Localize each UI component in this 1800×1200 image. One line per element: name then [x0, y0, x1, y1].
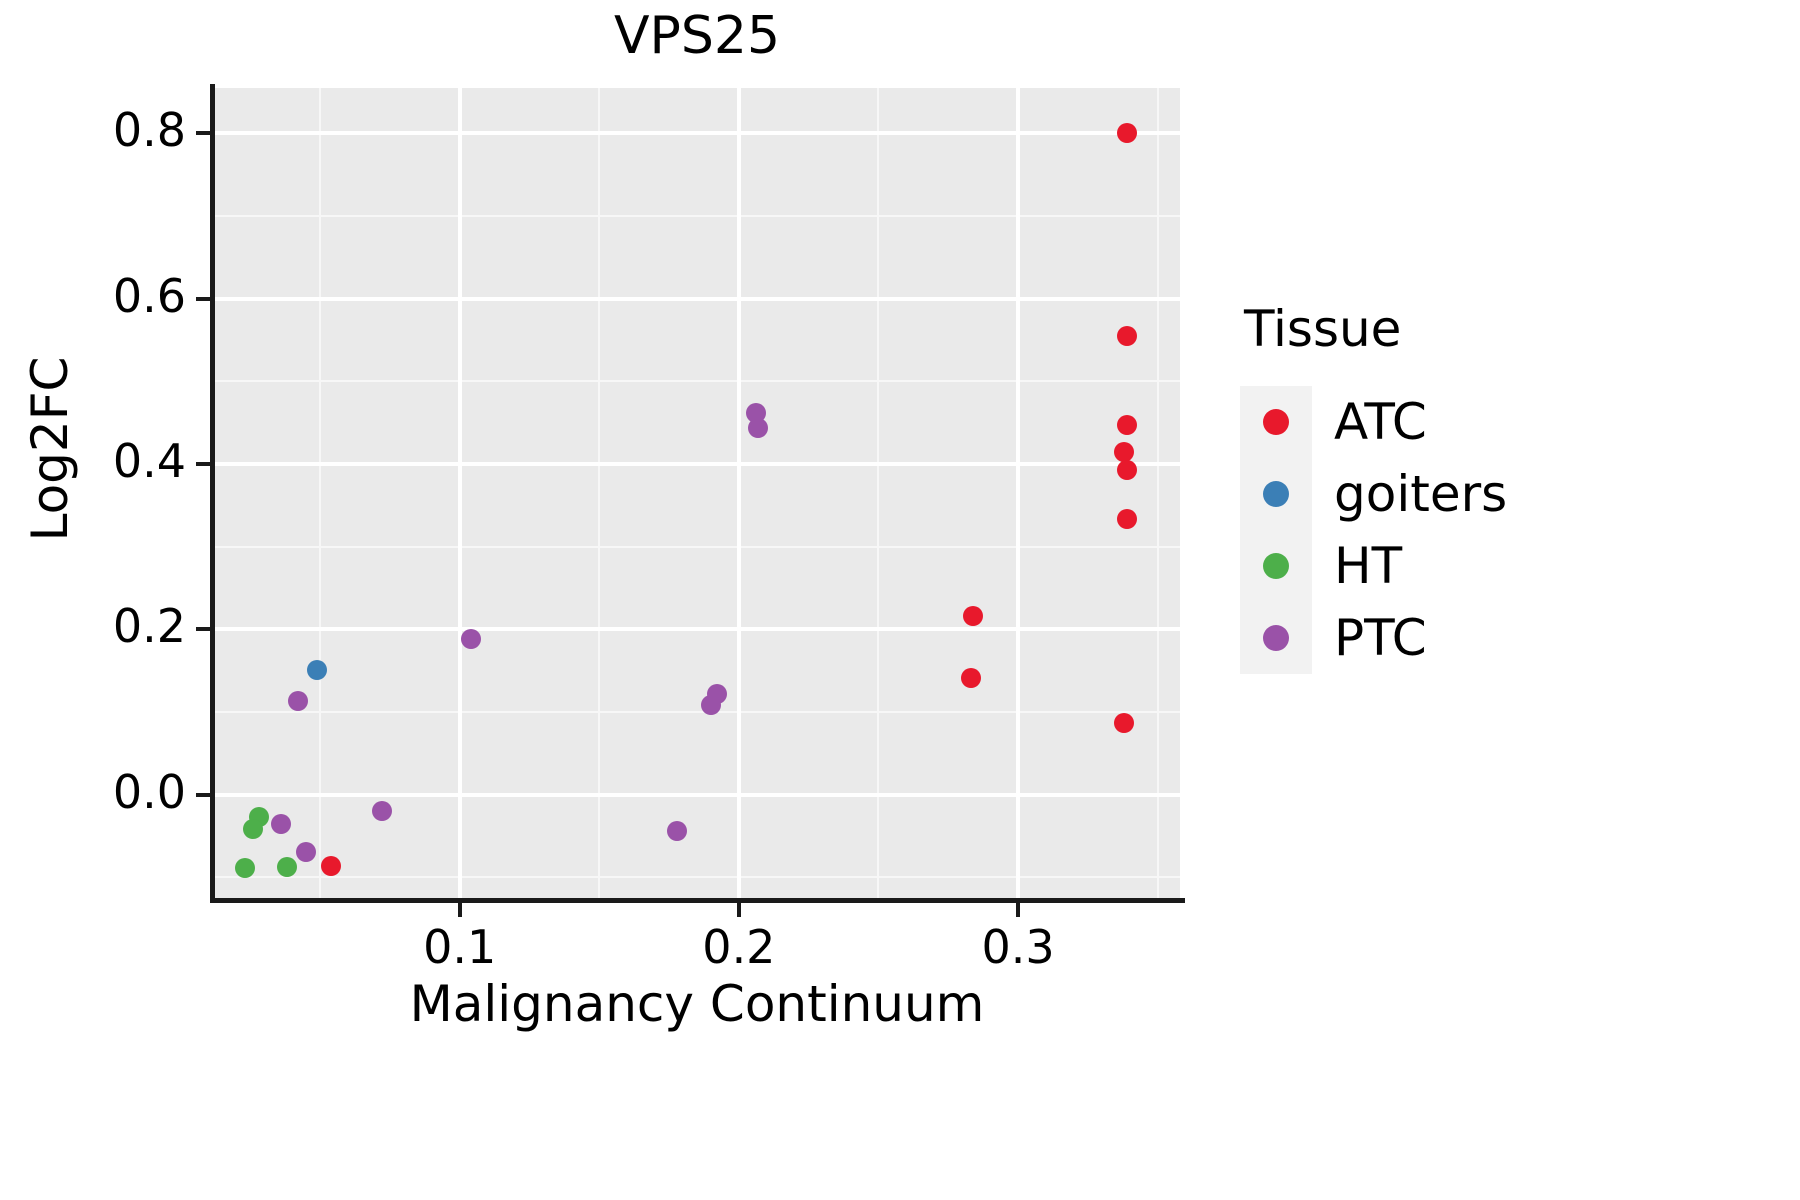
plot-panel [214, 88, 1180, 898]
scatter-point [460, 629, 481, 650]
x-tick-label: 0.2 [702, 920, 776, 974]
grid-minor-horizontal [214, 545, 1180, 548]
scatter-point [1116, 459, 1137, 480]
legend-key [1240, 602, 1312, 674]
grid-major-horizontal [214, 792, 1180, 797]
legend: Tissue ATC goiters HT PTC [1240, 300, 1640, 674]
grid-major-vertical [736, 88, 741, 898]
legend-dot-icon [1263, 625, 1289, 651]
scatter-point [963, 606, 984, 627]
grid-minor-vertical [319, 88, 322, 898]
legend-key [1240, 386, 1312, 458]
grid-minor-vertical [1156, 88, 1159, 898]
scatter-point [243, 819, 264, 840]
y-tick-label: 0.2 [112, 599, 186, 654]
scatter-point [234, 858, 255, 879]
scatter-point [700, 695, 721, 716]
legend-key [1240, 458, 1312, 530]
legend-item-label: PTC [1334, 609, 1427, 667]
y-tick-mark [196, 627, 210, 632]
grid-major-horizontal [214, 627, 1180, 632]
legend-item-label: HT [1334, 537, 1403, 595]
y-tick-label: 0.4 [112, 434, 186, 489]
grid-minor-vertical [877, 88, 880, 898]
grid-major-horizontal [214, 296, 1180, 301]
x-tick-mark [1016, 903, 1021, 917]
scatter-point [748, 417, 769, 438]
y-tick-mark [196, 792, 210, 797]
legend-items: ATC goiters HT PTC [1240, 386, 1640, 674]
scatter-point [1116, 123, 1137, 144]
scatter-point [321, 855, 342, 876]
legend-item-label: ATC [1334, 393, 1427, 451]
scatter-point [276, 856, 297, 877]
legend-item-ht[interactable]: HT [1240, 530, 1640, 602]
scatter-point [1114, 712, 1135, 733]
y-tick-mark [196, 131, 210, 136]
grid-minor-horizontal [214, 215, 1180, 218]
x-axis-line [210, 898, 1185, 903]
grid-minor-vertical [598, 88, 601, 898]
y-axis-line [210, 84, 215, 902]
x-tick-mark [736, 903, 741, 917]
legend-item-label: goiters [1334, 465, 1508, 523]
grid-major-horizontal [214, 462, 1180, 467]
scatter-point [960, 668, 981, 689]
x-tick-label: 0.3 [981, 920, 1055, 974]
x-axis-title: Malignancy Continuum [409, 975, 985, 1033]
legend-dot-icon [1263, 481, 1289, 507]
y-tick-mark [196, 462, 210, 467]
legend-item-goiters[interactable]: goiters [1240, 458, 1640, 530]
grid-major-vertical [1016, 88, 1021, 898]
scatter-point [296, 841, 317, 862]
y-tick-label: 0.8 [112, 103, 186, 158]
legend-item-atc[interactable]: ATC [1240, 386, 1640, 458]
grid-major-vertical [457, 88, 462, 898]
scatter-point [1116, 325, 1137, 346]
scatter-point [1116, 415, 1137, 436]
grid-minor-horizontal [214, 876, 1180, 879]
x-tick-label: 0.1 [423, 920, 497, 974]
grid-major-horizontal [214, 131, 1180, 136]
legend-title: Tissue [1244, 300, 1402, 358]
scatter-point [287, 691, 308, 712]
x-tick-mark [457, 903, 462, 917]
scatter-point [371, 801, 392, 822]
y-tick-mark [196, 296, 210, 301]
scatter-point [667, 821, 688, 842]
scatter-point [1116, 509, 1137, 530]
y-tick-label: 0.6 [112, 268, 186, 323]
legend-dot-icon [1263, 553, 1289, 579]
legend-dot-icon [1263, 409, 1289, 435]
scatter-point [307, 659, 328, 680]
scatter-point [1114, 441, 1135, 462]
scatter-point [271, 814, 291, 835]
grid-minor-horizontal [214, 711, 1180, 714]
grid-minor-horizontal [214, 380, 1180, 383]
legend-key [1240, 530, 1312, 602]
y-tick-label: 0.0 [112, 764, 186, 819]
y-axis-title: Log2FC [21, 356, 79, 542]
legend-item-ptc[interactable]: PTC [1240, 602, 1640, 674]
page-title: VPS25 [613, 6, 781, 66]
